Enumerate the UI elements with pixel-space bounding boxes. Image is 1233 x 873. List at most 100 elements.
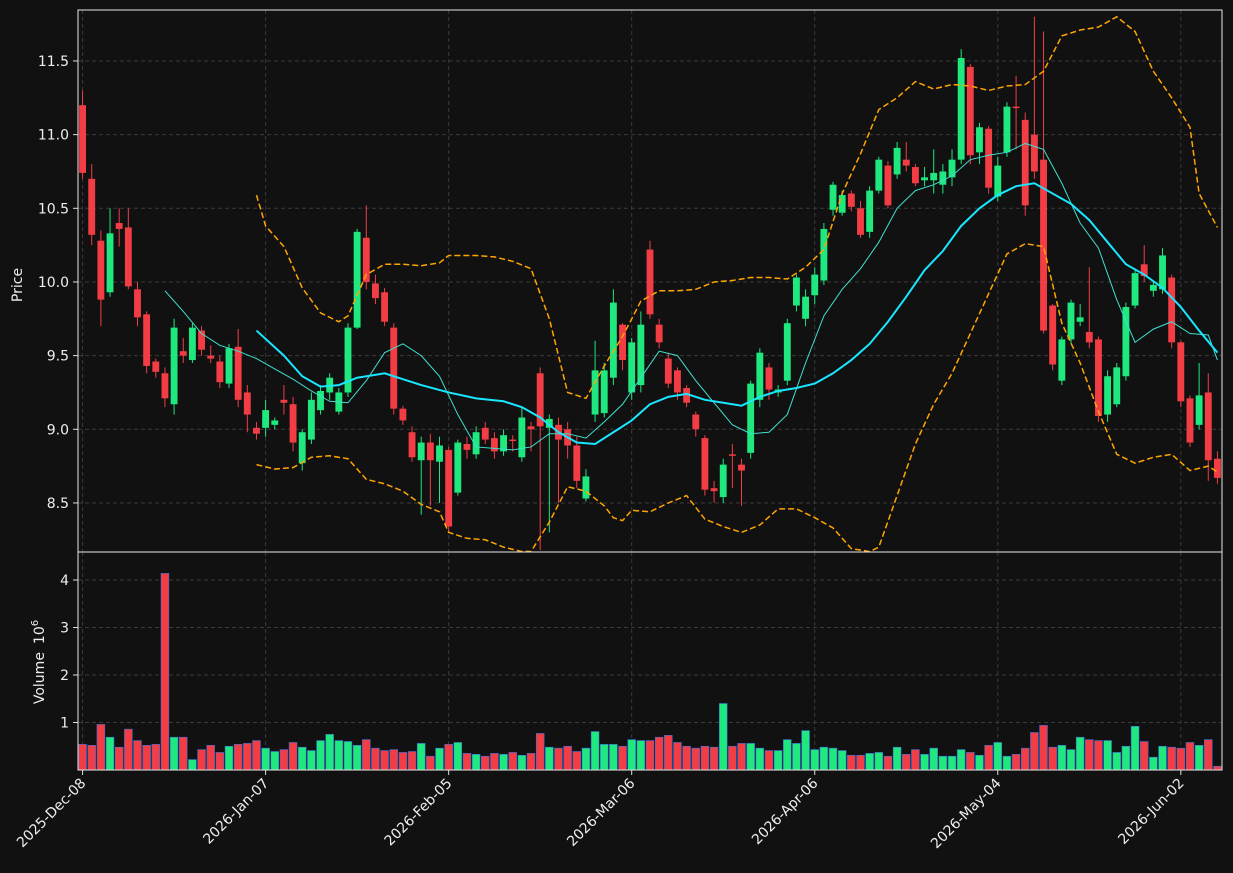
volume-bar [1002,755,1012,771]
volume-bar [352,745,362,771]
volume-bar [682,745,691,771]
volume-bar [938,755,948,771]
volume-label: Volume [32,652,48,704]
candle-body [1030,134,1038,172]
candle-body [948,159,956,178]
volume-bar [471,754,481,771]
volume-bar [1121,745,1131,771]
candle-body [317,390,324,411]
volume-bar [819,746,829,771]
candle-body [765,367,773,390]
candle-body [1140,264,1148,277]
volume-bar [1130,726,1140,771]
candle-body [738,464,745,471]
volume-bar [673,742,682,771]
candle-body [976,127,983,153]
volume-bar [78,744,87,771]
candle-body [683,388,691,403]
candle-body [1113,367,1121,405]
candle-body [646,249,654,315]
volume-bar [902,754,911,771]
volume-bar [188,759,197,771]
volume-bar [96,724,106,771]
candle-body [719,464,727,498]
volume-scale-exponent: 6 [30,620,41,626]
volume-bar [288,742,298,771]
candle-body [747,383,755,453]
candle-body [207,355,215,359]
y-axis-label: Price [10,268,26,302]
volume-bar [581,747,591,771]
candle-body [372,283,379,299]
indicator-line [255,182,1219,446]
candle-body [637,324,645,386]
volume-bar [920,754,929,771]
candle-body [88,178,96,235]
candle-body [600,370,608,414]
volume-bar [407,751,417,771]
volume-bar [545,746,554,771]
candle-body [728,454,736,456]
candle-body [829,184,837,210]
volume-bar [169,736,179,771]
volume-bar [270,751,279,771]
candle-body [545,418,553,428]
candle-body [97,240,105,300]
candle-body [509,439,517,442]
volume-bar [636,740,646,771]
candle-body [362,237,370,282]
candle-body [1213,458,1221,478]
volume-bar [362,739,371,771]
volume-bar [1103,740,1112,771]
candle-body [518,417,526,458]
candles [79,16,1221,551]
volume-bar [243,743,252,771]
candle-body [179,351,187,356]
volume-bar [297,746,307,771]
volume-bar [1112,752,1121,771]
volume-bar [426,755,435,771]
candle-body [802,296,810,319]
volume-bar [389,749,398,771]
candle-body [573,445,581,481]
volume-bar [1176,747,1186,771]
candle-body [793,277,800,306]
volume-bar [563,745,572,771]
volume-bar [380,750,389,771]
candle-body [756,352,764,400]
volume-bar [709,746,719,771]
volume-bar [1213,765,1222,771]
candle-body [436,445,443,462]
candle-body [1049,305,1057,365]
candle-body [1040,159,1047,331]
candle-body [79,105,87,173]
candle-body [1076,317,1084,322]
volume-bar [1139,741,1149,771]
candle-body [445,449,453,527]
candle-body [939,171,947,185]
volume-bar [929,747,938,771]
candle-body [243,392,251,415]
candle-body [1104,376,1112,415]
candle-body [390,327,398,409]
candle-body [408,432,416,458]
volume-bar [307,750,316,771]
volume-bar [87,745,96,771]
candle-body [134,289,141,318]
volume-bar [1158,745,1167,771]
volume-bar [453,742,463,771]
volume-bar [883,755,893,771]
volume-bar [105,736,115,771]
candle-body [143,314,151,366]
candle-body [875,159,883,191]
candle-body [710,488,718,492]
y-tick-label: 3 [60,621,69,637]
candle-body [399,408,407,421]
candle-body [994,165,1002,197]
volume-bar [847,754,856,771]
volume-bar [535,733,545,771]
volume-bar [481,755,490,771]
candle-body [170,327,178,405]
volume-bar [499,754,508,771]
candle-body [1195,395,1203,425]
